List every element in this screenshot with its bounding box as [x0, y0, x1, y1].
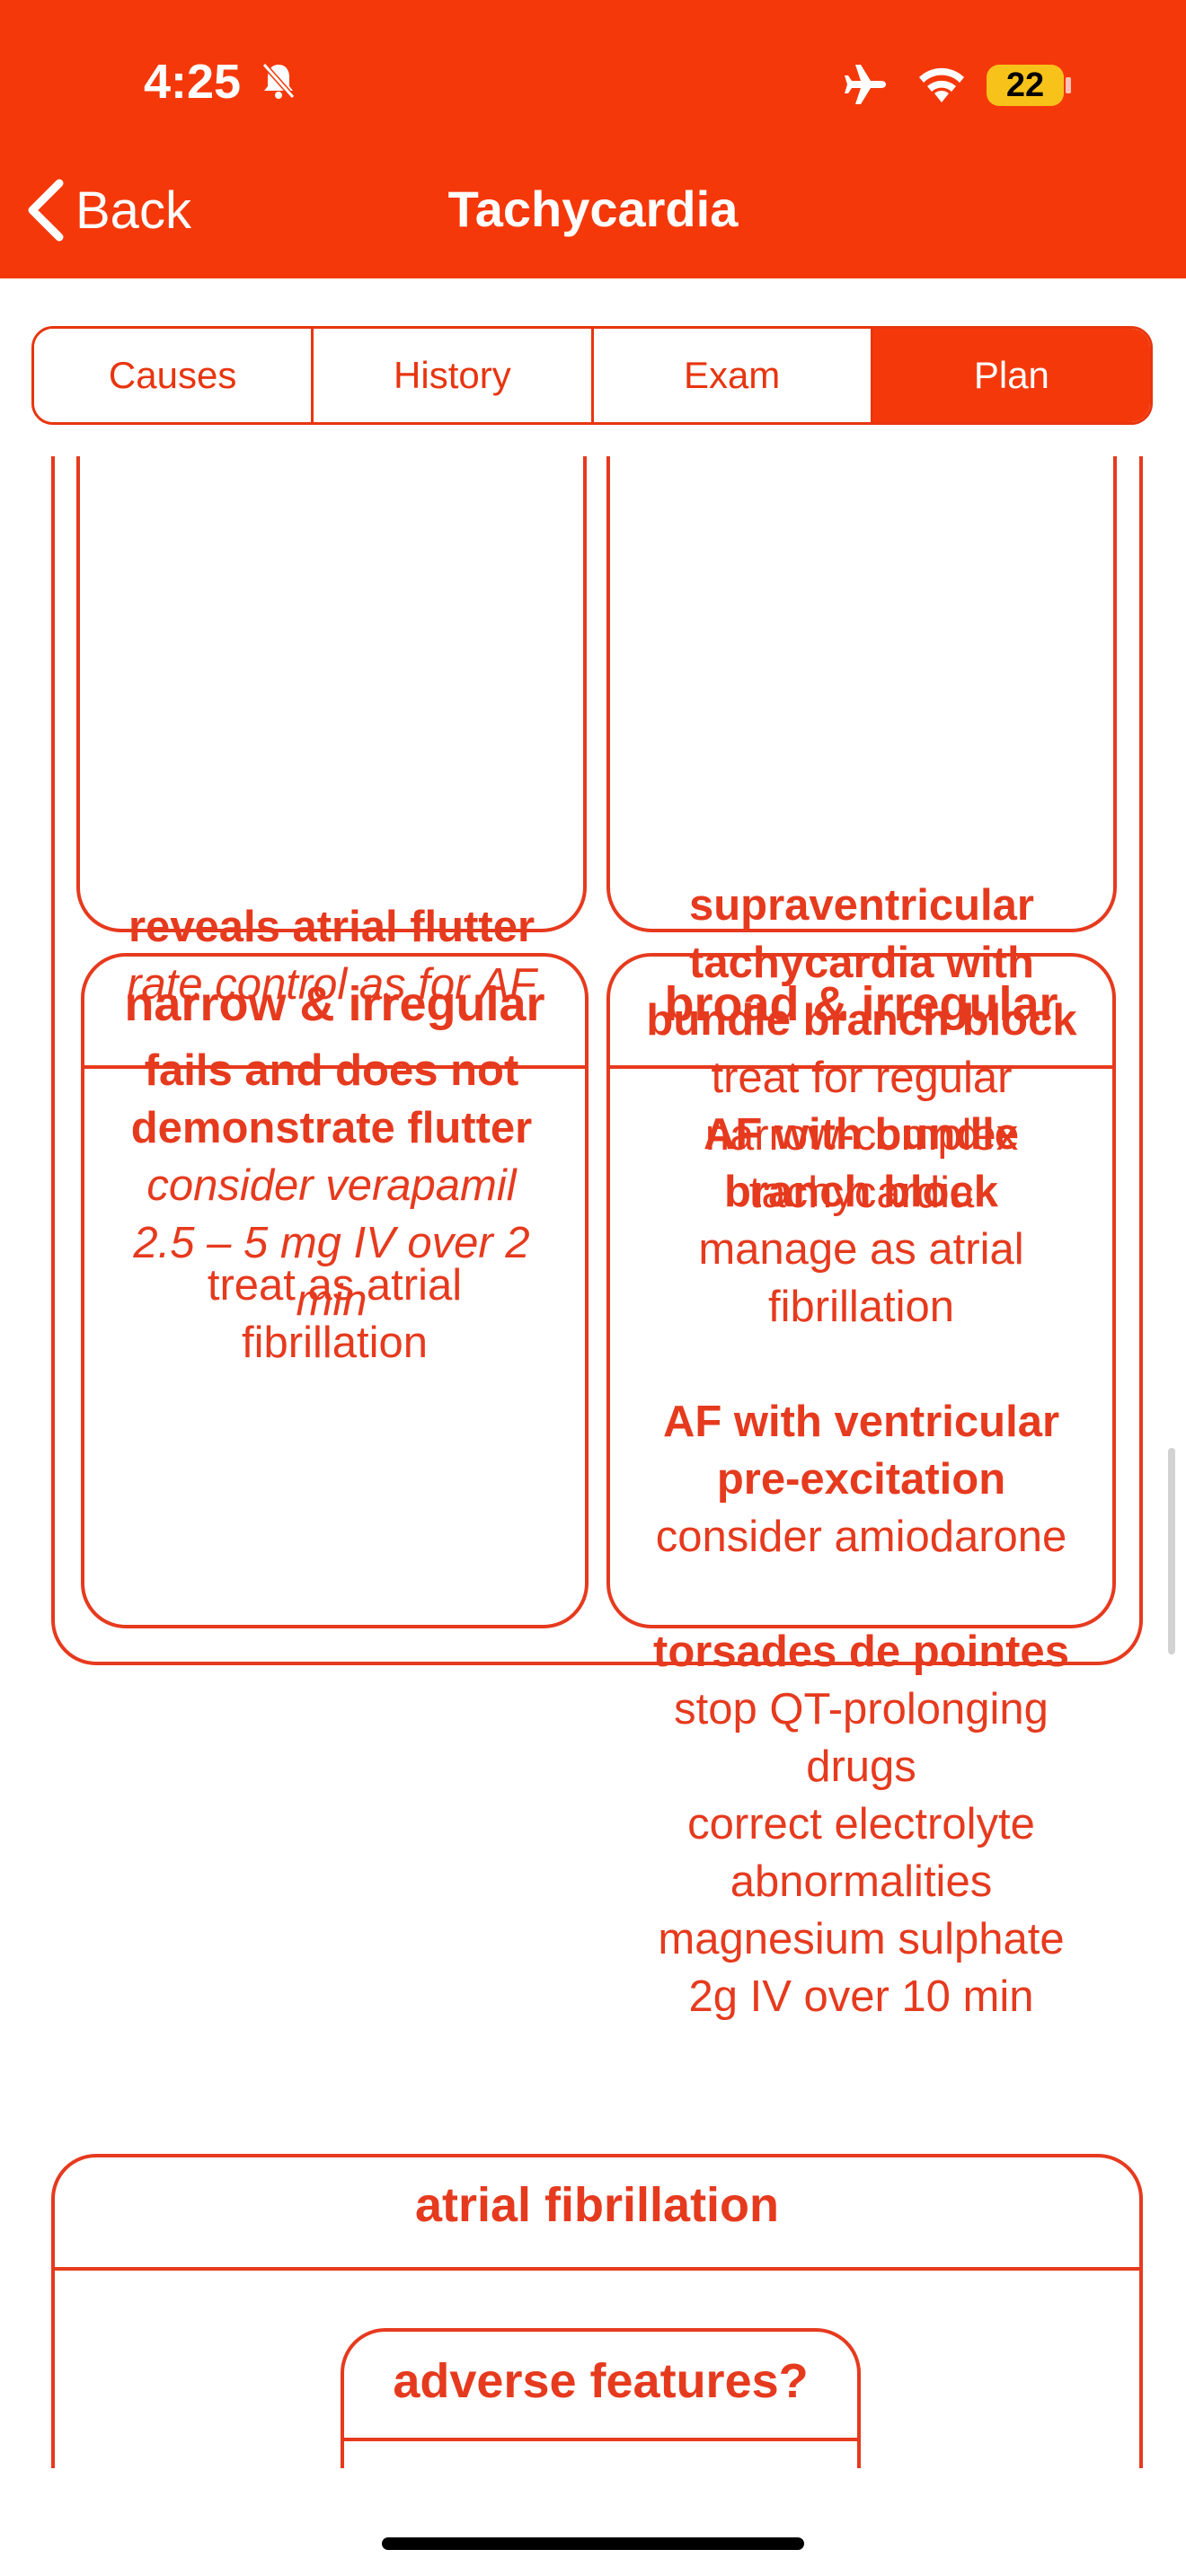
bell-muted-icon: [261, 63, 296, 99]
svt-line6: tachycardia: [748, 1169, 975, 1217]
tab-exam[interactable]: Exam: [593, 329, 873, 422]
af-bbb-manage1: manage as atrial: [698, 1225, 1024, 1274]
af-preexc-title1: AF with ventricular: [662, 1398, 1060, 1446]
divider: [344, 2438, 857, 2441]
svt-bbb-card: supraventricular tachycardia with bundle…: [606, 456, 1117, 1217]
atrial-fibrillation-box: atrial fibrillation adverse features?: [51, 2154, 1143, 2468]
tab-plan[interactable]: Plan: [872, 329, 1150, 422]
tdp-line5: magnesium sulphate: [658, 1915, 1065, 1963]
af-bbb-manage2: fibrillation: [768, 1283, 954, 1331]
scrollbar[interactable]: [1168, 1448, 1175, 1654]
broad-irregular-card: broad & irregular AF with bundle branch …: [606, 953, 1116, 2021]
svt-line1: supraventricular: [689, 881, 1034, 930]
narrow-irregular-card: narrow & irregular treat as atrial fibri…: [81, 953, 589, 1628]
tdp-title: torsades de pointes: [653, 1628, 1069, 1676]
plan-content[interactable]: reveals atrial flutter rate control as f…: [0, 456, 1186, 2468]
airplane-icon: [845, 65, 886, 104]
home-indicator[interactable]: [382, 2537, 804, 2550]
flutter-card: reveals atrial flutter rate control as f…: [76, 456, 587, 1325]
divider: [610, 1065, 1112, 1069]
tab-causes[interactable]: Causes: [34, 329, 314, 422]
narrow-treat-line1: treat as atrial: [207, 1261, 463, 1310]
tdp-line2: drugs: [806, 1742, 916, 1791]
flutter-rate-control: rate control as for AF: [127, 960, 536, 1009]
nav-header: 4:25 22 Back Tachycardia: [0, 0, 1186, 278]
narrow-treat-line2: fibrillation: [242, 1319, 428, 1367]
back-button[interactable]: Back: [25, 178, 191, 243]
tdp-line3: correct electrolyte: [687, 1800, 1035, 1848]
back-label: Back: [75, 181, 191, 240]
narrow-irregular-title: narrow & irregular: [124, 977, 545, 1031]
adverse-features-title: adverse features?: [393, 2354, 809, 2408]
battery-tip: [1066, 77, 1071, 93]
af-bbb-title1: AF with bundle: [703, 1110, 1020, 1159]
tab-history[interactable]: History: [314, 329, 594, 422]
flutter-reveals: reveals atrial flutter: [128, 903, 535, 951]
flutter-demonstrate: demonstrate flutter: [130, 1104, 533, 1152]
adverse-features-box: adverse features?: [341, 2328, 861, 2468]
svt-line2: tachycardia with: [689, 939, 1034, 987]
atrial-fibrillation-title: atrial fibrillation: [414, 2178, 780, 2232]
wifi-icon: [919, 67, 964, 102]
broad-irregular-title: broad & irregular: [664, 977, 1058, 1031]
page-title: Tachycardia: [447, 181, 739, 237]
flutter-fails: fails and does not: [144, 1046, 519, 1095]
divider: [55, 2267, 1139, 2271]
af-preexc-title2: pre-excitation: [716, 1455, 1006, 1504]
chevron-left-icon: [28, 179, 64, 242]
svt-line4: treat for regular: [711, 1054, 1013, 1102]
svt-line3: bundle branch block: [646, 996, 1077, 1045]
af-preexc-action: consider amiodarone: [655, 1513, 1067, 1561]
outer-rhythm-box: [51, 456, 1143, 1665]
af-bbb-title2: branch block: [724, 1168, 998, 1216]
battery-indicator: 22: [987, 65, 1064, 106]
divider: [84, 1065, 585, 1069]
flutter-verapamil: consider verapamil: [146, 1161, 517, 1210]
status-time: 4:25: [144, 55, 242, 109]
flutter-dose-time: min: [296, 1276, 367, 1325]
tdp-line1: stop QT-prolonging: [674, 1685, 1049, 1734]
tdp-line6: 2g IV over 10 min: [688, 1972, 1034, 2021]
tdp-line4: abnormalities: [730, 1857, 993, 1906]
flutter-dose: 2.5 – 5 mg IV over 2: [133, 1219, 530, 1267]
svt-line5: narrow-complex: [704, 1111, 1019, 1160]
segmented-tabs: Causes History Exam Plan: [31, 326, 1153, 425]
